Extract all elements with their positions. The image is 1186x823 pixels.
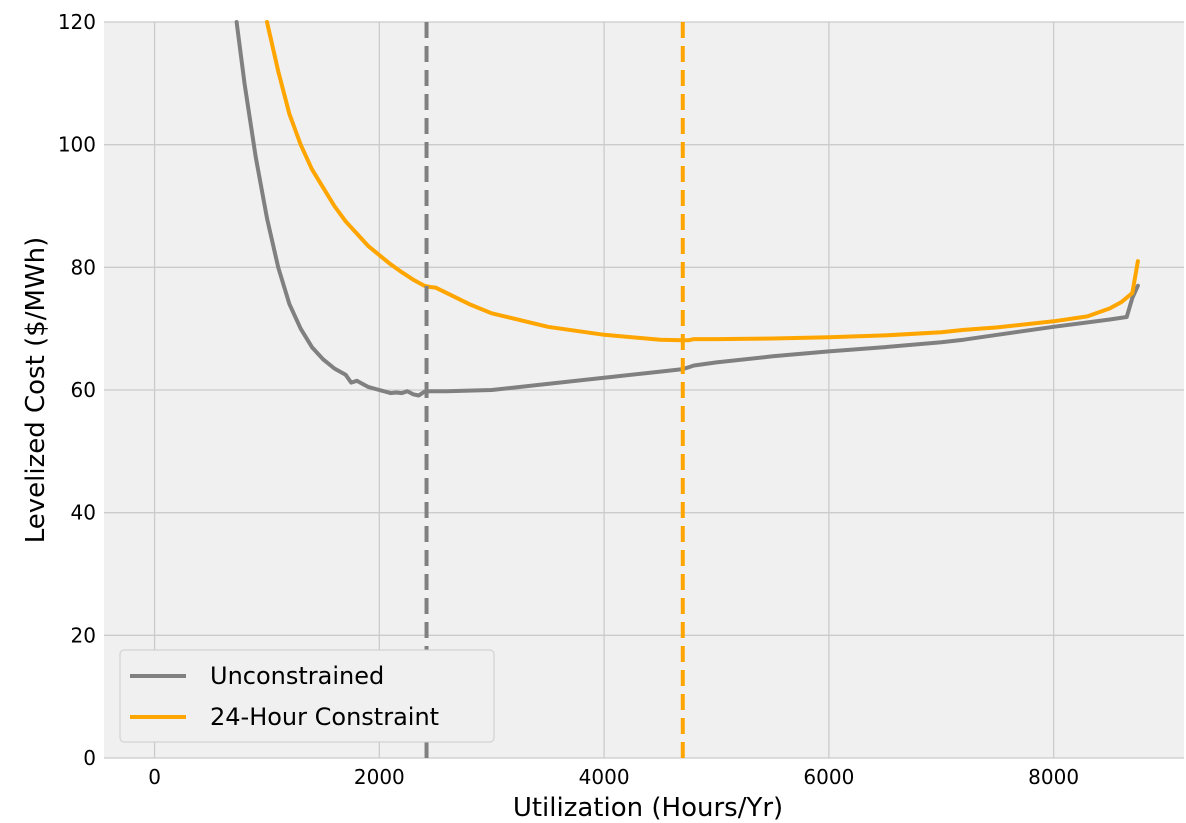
y-tick-label: 60 bbox=[71, 378, 96, 402]
y-tick-label: 100 bbox=[58, 133, 96, 157]
series-line-24-hour-constraint bbox=[265, 20, 1140, 343]
legend-label-unconstrained: Unconstrained bbox=[210, 662, 384, 690]
grid bbox=[104, 21, 1184, 759]
y-tick-label: 20 bbox=[71, 623, 96, 647]
legend: Unconstrained 24-Hour Constraint bbox=[119, 649, 495, 743]
x-axis-title: Utilization (Hours/Yr) bbox=[513, 793, 783, 823]
y-tick-label: 80 bbox=[71, 255, 96, 279]
x-tick-label: 2000 bbox=[354, 765, 405, 789]
x-tick-label: 6000 bbox=[803, 765, 854, 789]
legend-box bbox=[119, 649, 495, 743]
x-tick-label: 4000 bbox=[579, 765, 630, 789]
x-tick-label: 0 bbox=[148, 765, 161, 789]
legend-label-24-hour-constraint: 24-Hour Constraint bbox=[210, 703, 439, 731]
y-tick-labels: 0 20 40 60 80 100 120 bbox=[58, 10, 96, 770]
y-axis-title: Levelized Cost ($/MWh) bbox=[21, 237, 51, 544]
series-line-unconstrained bbox=[234, 20, 1140, 398]
y-tick-label: 40 bbox=[71, 501, 96, 525]
x-tick-label: 8000 bbox=[1028, 765, 1079, 789]
x-tick-labels: 0 2000 4000 6000 8000 bbox=[148, 765, 1079, 789]
y-tick-label: 120 bbox=[58, 10, 96, 34]
vertical-reference-lines bbox=[424, 22, 685, 758]
series-lines bbox=[234, 20, 1140, 398]
y-tick-label: 0 bbox=[83, 746, 96, 770]
